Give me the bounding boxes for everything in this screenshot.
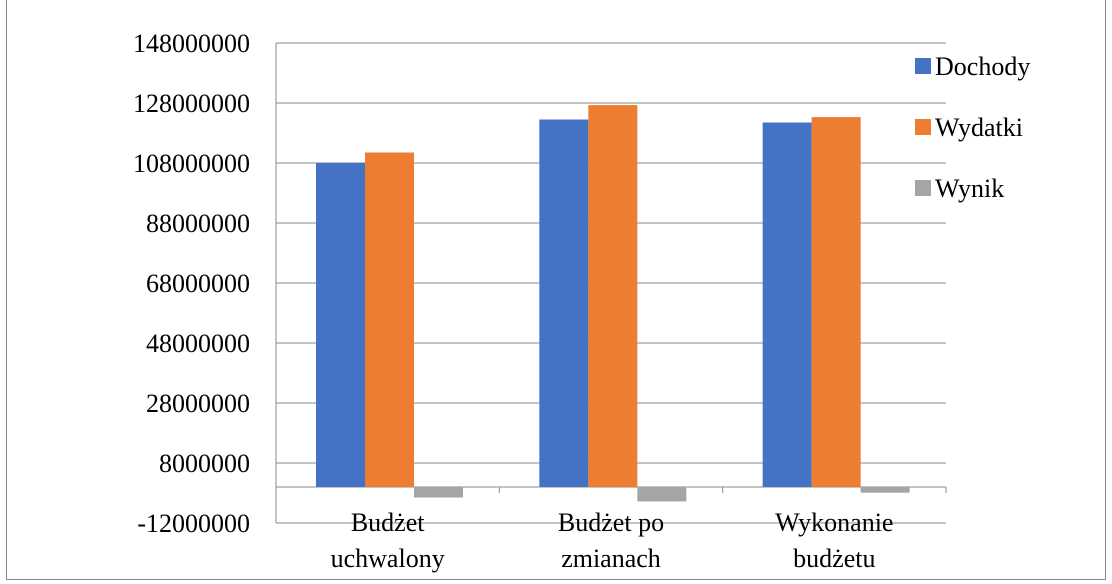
bar-wydatki-1 [588, 105, 638, 487]
x-category-label-line: Wykonanie [775, 508, 893, 537]
bar-dochody-1 [539, 119, 589, 487]
y-tick-label: 108000000 [133, 149, 250, 178]
legend-label-dochody: Dochody [935, 52, 1030, 81]
bars-layer [316, 105, 910, 502]
chart-frame [6, 0, 1106, 580]
y-tick-label: -12000000 [137, 509, 250, 538]
x-category-label: Budżet uchwalony [331, 508, 445, 573]
bar-wynik-0 [414, 487, 463, 498]
y-tick-label: 88000000 [146, 209, 250, 238]
legend-label-wynik: Wynik [935, 174, 1004, 203]
x-axis-category-labels: Budżet uchwalony Budżet po zmianach Wykonani… [331, 508, 894, 573]
bar-wydatki-2 [811, 117, 861, 487]
legend-swatch-dochody [915, 58, 931, 74]
bar-dochody-0 [316, 163, 365, 487]
x-category-label: Budżet po zmianach [558, 508, 664, 573]
y-tick-label: 148000000 [133, 29, 250, 58]
y-tick-label: 48000000 [146, 329, 250, 358]
bar-wydatki-0 [365, 152, 414, 487]
bar-dochody-2 [762, 122, 812, 487]
y-tick-label: 8000000 [159, 449, 250, 478]
x-category-label-line: budżetu [793, 544, 875, 573]
bar-wynik-1 [637, 487, 687, 502]
legend: Dochody Wydatki Wynik [915, 52, 1030, 203]
x-category-label-line: zmianach [561, 544, 661, 573]
y-tick-label: 68000000 [146, 269, 250, 298]
y-tick-label: 28000000 [146, 389, 250, 418]
legend-label-wydatki: Wydatki [935, 113, 1023, 142]
x-category-label-line: Budżet [351, 508, 425, 537]
legend-swatch-wynik [915, 180, 931, 196]
y-tick-label: 128000000 [133, 89, 250, 118]
y-axis-tick-labels: 148000000 128000000 108000000 88000000 68000… [133, 29, 250, 538]
x-category-label: Wykonanie budżetu [775, 508, 893, 573]
legend-swatch-wydatki [915, 119, 931, 135]
x-category-label-line: uchwalony [331, 544, 445, 573]
bar-wynik-2 [860, 487, 910, 493]
x-category-label-line: Budżet po [558, 508, 664, 537]
